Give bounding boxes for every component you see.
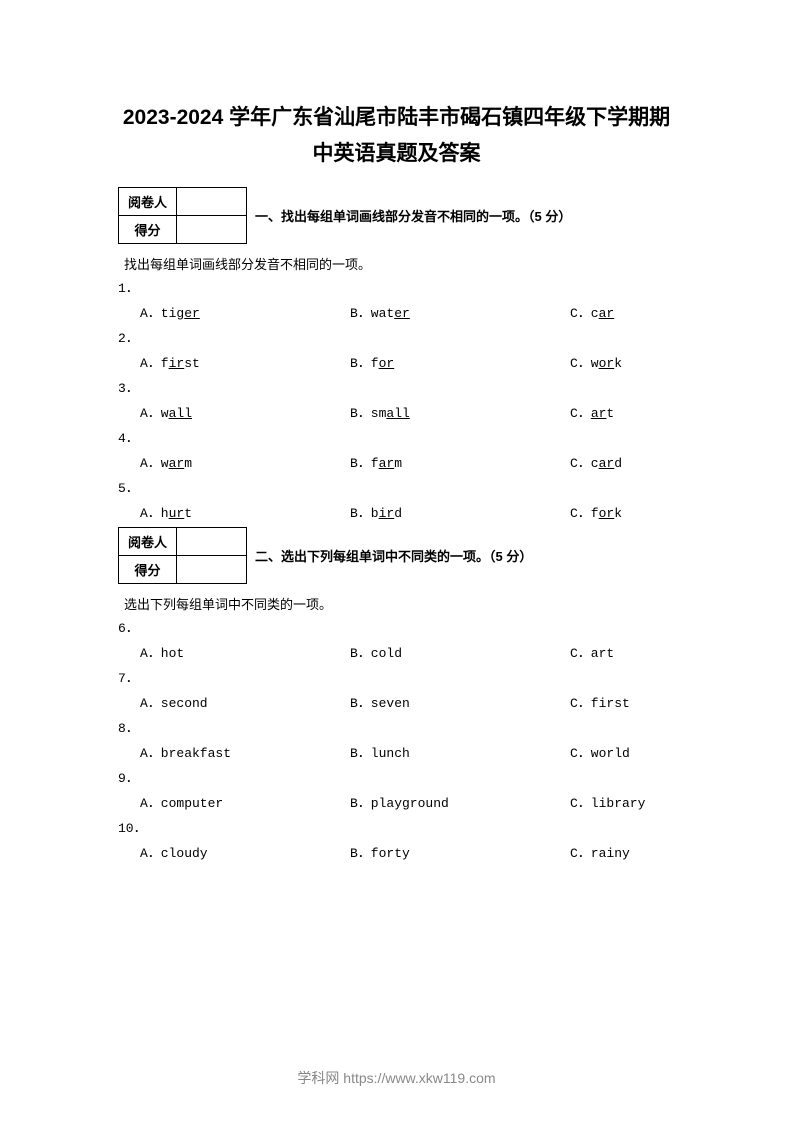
question-number: 4．	[118, 427, 675, 446]
option-b: B．forty	[350, 842, 570, 861]
option-b: B．seven	[350, 692, 570, 711]
question-options: A．wall B．small C．art	[140, 402, 675, 421]
grader-table-2: 阅卷人 得分	[118, 527, 247, 584]
question-options: A．tiger B．water C．car	[140, 302, 675, 321]
option-c: C．world	[570, 742, 675, 761]
question-options: A．breakfast B．lunch C．world	[140, 742, 675, 761]
score-blank	[177, 556, 247, 584]
option-b: B．small	[350, 402, 570, 421]
question-options: A．hot B．cold C．art	[140, 642, 675, 661]
question-number: 7．	[118, 667, 675, 686]
question-4: 4． A．warm B．farm C．card	[118, 427, 675, 471]
question-options: A．cloudy B．forty C．rainy	[140, 842, 675, 861]
examiner-blank	[177, 528, 247, 556]
question-options: A．hurt B．bird C．fork	[140, 502, 675, 521]
question-2: 2． A．first B．for C．work	[118, 327, 675, 371]
score-label: 得分	[119, 556, 177, 584]
question-number: 5．	[118, 477, 675, 496]
option-a: A．cloudy	[140, 842, 350, 861]
examiner-blank	[177, 188, 247, 216]
grader-table-1: 阅卷人 得分	[118, 187, 247, 244]
question-3: 3． A．wall B．small C．art	[118, 377, 675, 421]
option-a: A．wall	[140, 402, 350, 421]
option-b: B．lunch	[350, 742, 570, 761]
option-b: B．farm	[350, 452, 570, 471]
question-9: 9． A．computer B．playground C．library	[118, 767, 675, 811]
title-line-1: 2023-2024 学年广东省汕尾市陆丰市碣石镇四年级下学期期	[123, 106, 670, 129]
question-number: 3．	[118, 377, 675, 396]
option-b: B．for	[350, 352, 570, 371]
question-1: 1． A．tiger B．water C．car	[118, 277, 675, 321]
question-number: 8．	[118, 717, 675, 736]
question-options: A．warm B．farm C．card	[140, 452, 675, 471]
option-a: A．breakfast	[140, 742, 350, 761]
option-c: C．art	[570, 402, 675, 421]
option-a: A．computer	[140, 792, 350, 811]
examiner-label: 阅卷人	[119, 528, 177, 556]
option-c: C．fork	[570, 502, 675, 521]
option-b: B．playground	[350, 792, 570, 811]
exam-title: 2023-2024 学年广东省汕尾市陆丰市碣石镇四年级下学期期 中英语真题及答案	[118, 100, 675, 171]
question-8: 8． A．breakfast B．lunch C．world	[118, 717, 675, 761]
question-7: 7． A．second B．seven C．first	[118, 667, 675, 711]
title-line-2: 中英语真题及答案	[313, 142, 481, 165]
question-options: A．first B．for C．work	[140, 352, 675, 371]
option-a: A．second	[140, 692, 350, 711]
option-c: C．car	[570, 302, 675, 321]
question-options: A．second B．seven C．first	[140, 692, 675, 711]
question-5: 5． A．hurt B．bird C．fork	[118, 477, 675, 521]
option-a: A．tiger	[140, 302, 350, 321]
option-c: C．rainy	[570, 842, 675, 861]
option-b: B．bird	[350, 502, 570, 521]
score-blank	[177, 216, 247, 244]
option-c: C．first	[570, 692, 675, 711]
question-number: 9．	[118, 767, 675, 786]
question-10: 10． A．cloudy B．forty C．rainy	[118, 817, 675, 861]
section-1: 阅卷人 得分 一、找出每组单词画线部分发音不相同的一项。（5 分）	[118, 187, 675, 244]
question-number: 6．	[118, 617, 675, 636]
section-1-instruction: 找出每组单词画线部分发音不相同的一项。	[124, 254, 675, 273]
option-a: A．hurt	[140, 502, 350, 521]
page-footer: 学科网 https://www.xkw119.com	[0, 1068, 793, 1088]
option-b: B．cold	[350, 642, 570, 661]
question-number: 1．	[118, 277, 675, 296]
section-2-heading: 二、选出下列每组单词中不同类的一项。（5 分）	[255, 546, 532, 565]
score-label: 得分	[119, 216, 177, 244]
option-c: C．card	[570, 452, 675, 471]
question-number: 2．	[118, 327, 675, 346]
question-options: A．computer B．playground C．library	[140, 792, 675, 811]
question-6: 6． A．hot B．cold C．art	[118, 617, 675, 661]
section-1-heading: 一、找出每组单词画线部分发音不相同的一项。（5 分）	[255, 206, 571, 225]
option-a: A．hot	[140, 642, 350, 661]
option-a: A．first	[140, 352, 350, 371]
option-b: B．water	[350, 302, 570, 321]
section-2-instruction: 选出下列每组单词中不同类的一项。	[124, 594, 675, 613]
section-2: 阅卷人 得分 二、选出下列每组单词中不同类的一项。（5 分）	[118, 527, 675, 584]
option-c: C．work	[570, 352, 675, 371]
question-number: 10．	[118, 817, 675, 836]
option-c: C．art	[570, 642, 675, 661]
examiner-label: 阅卷人	[119, 188, 177, 216]
option-a: A．warm	[140, 452, 350, 471]
option-c: C．library	[570, 792, 675, 811]
